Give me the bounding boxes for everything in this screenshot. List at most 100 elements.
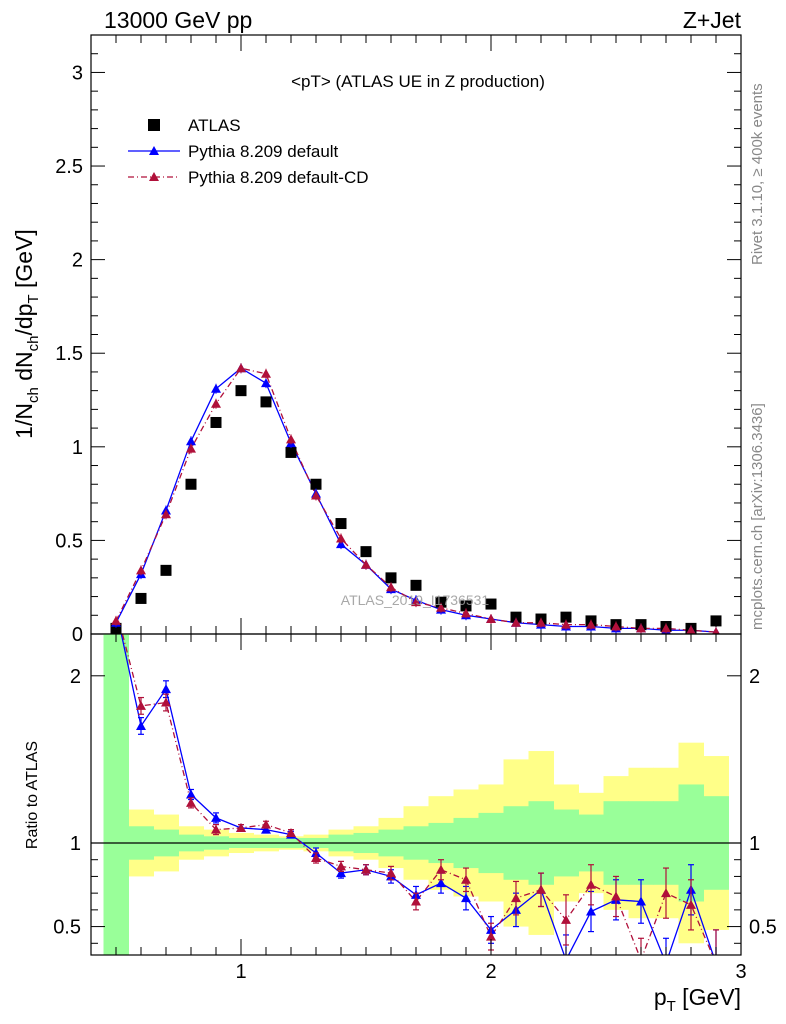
data-point <box>186 443 196 453</box>
ratio-point <box>386 868 396 878</box>
y-tick-label: 2 <box>72 250 83 272</box>
x-tick-label: 1 <box>235 961 246 983</box>
ratio-point <box>486 931 496 941</box>
chart-title: <pT> (ATLAS UE in Z production) <box>291 72 545 91</box>
ratio-point <box>561 914 571 924</box>
ratio-point <box>211 824 221 834</box>
ratio-point <box>661 958 671 967</box>
data-point <box>460 600 472 612</box>
data-point <box>236 363 246 373</box>
ratio-point <box>411 896 421 906</box>
y-tick-label: 1.5 <box>55 343 83 365</box>
data-point <box>211 398 221 408</box>
ratio-point <box>436 878 446 888</box>
ratio-point <box>436 864 446 874</box>
ratio-point <box>561 955 571 964</box>
data-point <box>136 565 146 575</box>
ratio-point <box>661 888 671 898</box>
data-point <box>511 617 521 627</box>
data-point <box>436 602 446 612</box>
main-plot-content <box>110 363 722 634</box>
ratio-point <box>336 868 346 878</box>
x-axis-label: pT [GeV] <box>654 984 741 1015</box>
ratio-point <box>711 958 721 967</box>
data-point <box>710 615 722 627</box>
y-tick-label: 1 <box>72 437 83 459</box>
ratio-point <box>211 812 221 822</box>
data-point <box>486 614 496 624</box>
data-point <box>285 446 297 458</box>
x-tick-label: 3 <box>735 961 746 983</box>
ratio-y-tick-label: 2 <box>70 666 81 688</box>
watermark: ATLAS_2019_I1736531 <box>341 592 490 608</box>
data-point <box>185 478 197 490</box>
data-point <box>485 598 497 610</box>
ratio-point <box>161 697 171 707</box>
data-point <box>386 582 396 592</box>
data-point <box>261 378 271 388</box>
ratio-point <box>711 958 721 967</box>
y-tick-label: 3 <box>72 62 83 84</box>
x-tick-label: 2 <box>485 961 496 983</box>
ratio-point <box>461 874 471 884</box>
header-left: 13000 GeV pp <box>104 7 252 33</box>
ratio-point <box>511 893 521 903</box>
data-point <box>410 579 422 591</box>
data-point <box>161 509 171 519</box>
ratio-point <box>686 899 696 909</box>
legend-label: Pythia 8.209 default-CD <box>188 168 369 187</box>
data-point <box>336 539 346 549</box>
mcplots-label: mcplots.cern.ch [arXiv:1306.3436] <box>749 403 766 630</box>
data-point <box>361 559 371 569</box>
legend-marker <box>148 119 160 131</box>
data-point <box>661 623 671 633</box>
ratio-point <box>586 906 596 916</box>
data-point <box>211 383 221 393</box>
data-point <box>335 518 347 530</box>
data-point <box>686 625 696 634</box>
ratio-y-tick-label-right: 0.5 <box>749 917 777 939</box>
ratio-point <box>461 893 471 903</box>
ratio-plot-content <box>91 604 741 967</box>
data-point <box>385 572 397 584</box>
uncertainty-band-green <box>103 634 129 955</box>
data-point <box>261 368 271 378</box>
data-point <box>186 436 196 446</box>
data-point <box>561 619 571 629</box>
ratio-plot-panel: 0.5 0.5 1 1 2 2 1 2 3 <box>53 604 777 983</box>
legend-item: Pythia 8.209 default <box>128 142 339 161</box>
ratio-point <box>186 789 196 799</box>
data-point <box>235 385 247 397</box>
ratio-y-tick-label-right: 1 <box>749 833 760 855</box>
legend-marker <box>149 172 159 181</box>
main-plot-panel: 0 0.5 1 1.5 2 2.5 3 ATLAS_2019_I1736531 <pT> (… <box>55 34 742 646</box>
ratio-point <box>236 822 246 832</box>
data-point <box>360 546 372 558</box>
data-point <box>435 596 447 608</box>
ratio-point <box>261 824 271 834</box>
data-point <box>311 490 321 500</box>
ratio-point <box>336 861 346 871</box>
data-point <box>160 564 172 576</box>
ratio-axis-ticks: 0.5 0.5 1 1 2 2 1 2 3 <box>53 634 777 983</box>
ratio-point <box>261 819 271 829</box>
ratio-point <box>611 891 621 901</box>
ratio-point <box>111 604 121 613</box>
y-tick-label: 0 <box>72 624 83 646</box>
legend-label: Pythia 8.209 default <box>188 142 339 161</box>
y-tick-label: 0.5 <box>55 530 83 552</box>
ratio-point <box>361 864 371 874</box>
y-tick-label: 2.5 <box>55 156 83 178</box>
data-point <box>310 478 322 490</box>
ratio-y-axis-label: Ratio to ATLAS <box>24 741 41 849</box>
rivet-label: Rivet 3.1.10, ≥ 400k events <box>749 83 766 265</box>
ratio-point <box>161 684 171 694</box>
ratio-point <box>536 884 546 894</box>
data-point <box>110 622 122 634</box>
data-point <box>111 615 121 625</box>
data-point <box>712 627 720 634</box>
legend-label: ATLAS <box>188 116 241 135</box>
ratio-point <box>136 700 146 710</box>
ratio-point <box>586 879 596 889</box>
data-point <box>411 597 421 607</box>
